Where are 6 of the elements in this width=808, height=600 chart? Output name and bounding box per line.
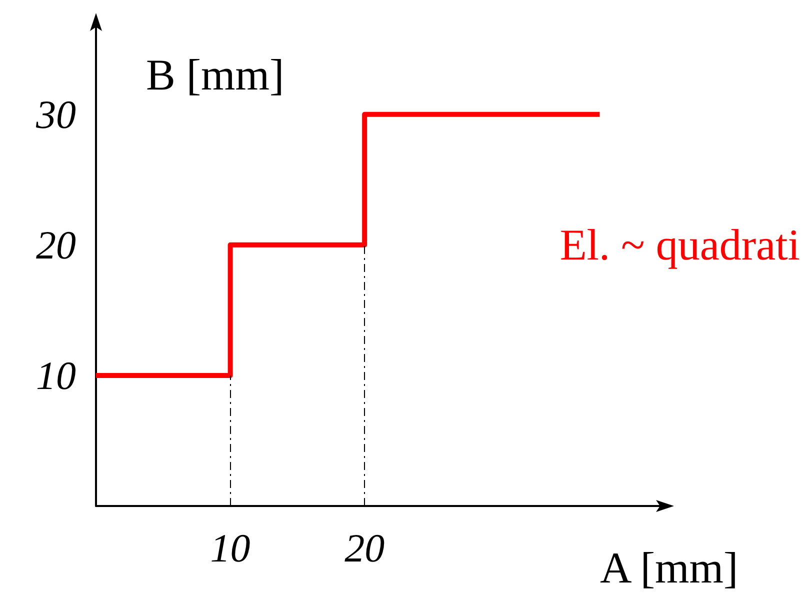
y-tick-label: 10 xyxy=(36,352,76,398)
y-axis-title: B [mm] xyxy=(146,50,284,100)
y-tick-label: 30 xyxy=(35,92,76,137)
text: El. ~ quadrati xyxy=(560,220,800,270)
y-tick-label: 20 xyxy=(36,222,76,268)
x-axis-title: A [mm] xyxy=(600,544,738,592)
